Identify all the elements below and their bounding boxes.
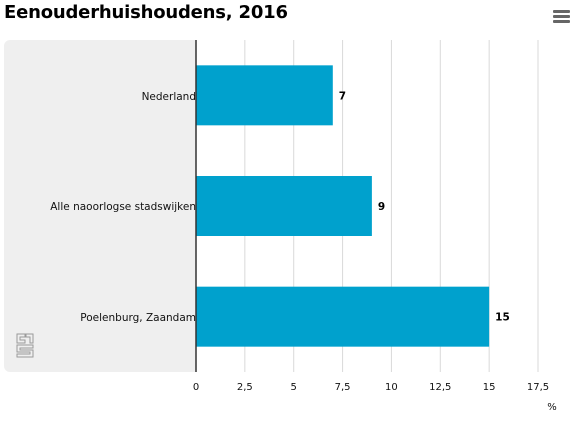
x-axis-ticks: 0 2,5 5 7,5 10 12,5 15 17,5 <box>193 382 549 393</box>
x-tick-label: 17,5 <box>527 382 549 393</box>
bar[interactable] <box>196 176 372 236</box>
bars <box>196 65 490 347</box>
x-tick-label: 2,5 <box>237 382 253 393</box>
chart-title: Eenouderhuishoudens, 2016 <box>4 2 288 23</box>
x-axis-label: % <box>547 402 557 413</box>
category-panel: Nederland Alle naoorlogse stadswijken Po… <box>4 40 196 372</box>
bar[interactable] <box>196 65 333 126</box>
category-label-poelenburg: Poelenburg, Zaandam <box>80 312 196 324</box>
x-tick-label: 10 <box>385 382 398 393</box>
value-labels: 7 9 15 <box>339 90 510 323</box>
x-tick-label: 0 <box>193 382 199 393</box>
cbs-logo-icon <box>16 333 34 358</box>
category-label-naoorlogse-stadswijken: Alle naoorlogse stadswijken <box>50 201 196 213</box>
x-tick-label: 7,5 <box>335 382 351 393</box>
value-label: 15 <box>495 312 510 324</box>
value-label: 7 <box>339 90 346 102</box>
hamburger-menu-icon[interactable] <box>553 10 570 24</box>
x-tick-label: 15 <box>483 382 496 393</box>
bar[interactable] <box>196 286 490 347</box>
value-label: 9 <box>378 201 385 213</box>
x-tick-label: 12,5 <box>429 382 451 393</box>
x-tick-label: 5 <box>291 382 297 393</box>
category-label-nederland: Nederland <box>141 91 196 103</box>
